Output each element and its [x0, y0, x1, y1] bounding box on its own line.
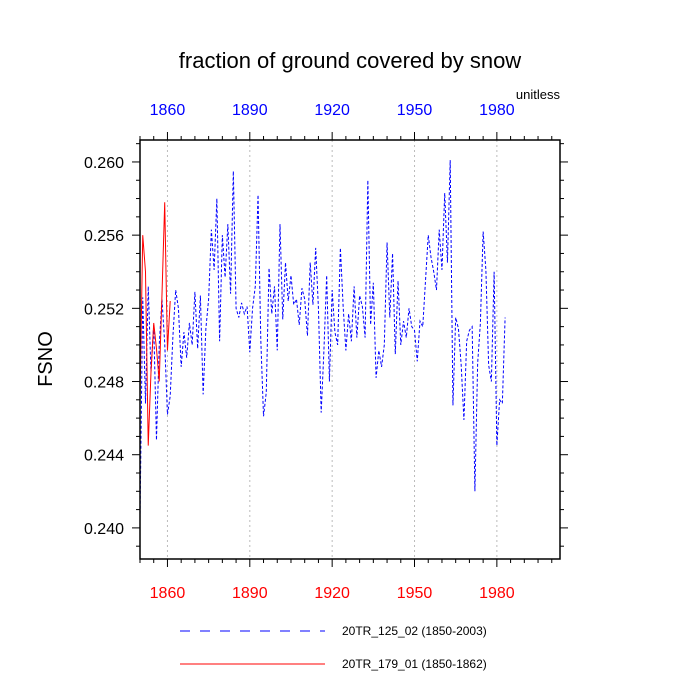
legend-label-1: 20TR_125_02 (1850-2003) — [342, 624, 487, 638]
x-tick-label-top: 1920 — [314, 102, 350, 119]
tick-labels: 0.240 0.244 0.248 0.252 0.256 0.260 1860 1890 19… — [84, 102, 515, 602]
legend: 20TR_125_02 (1850-2003) 20TR_179_01 (1850… — [180, 624, 487, 671]
y-tick-label: 0.244 — [84, 448, 124, 465]
y-tick-label: 0.260 — [84, 155, 124, 172]
x-tick-label-bottom: 1980 — [479, 585, 515, 602]
x-tick-label-bottom: 1950 — [397, 585, 433, 602]
x-tick-label-top: 1890 — [232, 102, 268, 119]
y-tick-label: 0.248 — [84, 375, 124, 392]
chart-title: fraction of ground covered by snow — [179, 48, 522, 73]
axes — [139, 139, 561, 560]
y-axis-label: FSNO — [35, 331, 57, 387]
x-tick-label-bottom: 1860 — [150, 585, 186, 602]
series-line-1 — [140, 160, 506, 519]
x-tick-label-top: 1860 — [150, 102, 186, 119]
x-tick-label-bottom: 1890 — [232, 585, 268, 602]
data-series — [140, 160, 506, 519]
plot-frame — [139, 139, 561, 560]
tick-marks — [132, 132, 568, 567]
x-tick-label-bottom: 1920 — [314, 585, 350, 602]
units-label: unitless — [516, 87, 561, 102]
y-tick-label: 0.252 — [84, 301, 124, 318]
y-tick-label: 0.240 — [84, 521, 124, 538]
x-tick-label-top: 1950 — [397, 102, 433, 119]
x-tick-label-top: 1980 — [479, 102, 515, 119]
y-tick-label: 0.256 — [84, 228, 124, 245]
series-line-2 — [140, 202, 171, 446]
legend-label-2: 20TR_179_01 (1850-1862) — [342, 657, 487, 671]
